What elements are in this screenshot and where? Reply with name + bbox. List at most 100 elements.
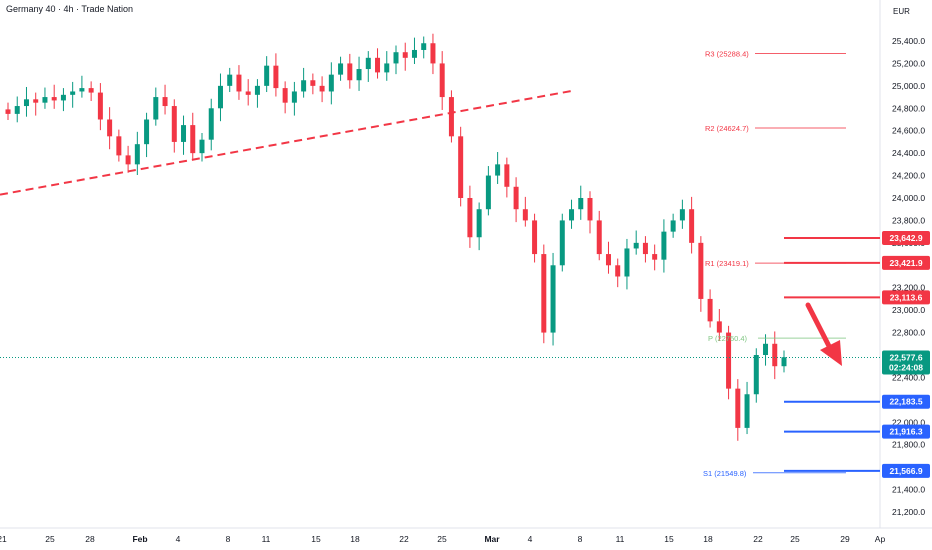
candle-body: [23, 99, 29, 107]
candle-body: [264, 65, 270, 86]
x-tick-label: 18: [703, 534, 713, 544]
x-tick-label: 25: [790, 534, 800, 544]
resistance-tag: [882, 255, 930, 270]
candle-body: [532, 220, 538, 255]
chart-title: Germany 40 · 4h · Trade Nation: [6, 4, 134, 14]
y-tick-label: 24,200.0: [892, 171, 925, 181]
candle-body: [763, 343, 769, 355]
y-tick-label: 22,400.0: [892, 372, 925, 382]
candle-body: [439, 63, 445, 98]
candle-body: [402, 52, 408, 58]
candle-body: [208, 108, 214, 140]
candle-body: [217, 85, 223, 109]
candle-body: [513, 186, 519, 210]
candle-body: [51, 97, 57, 101]
currency-label[interactable]: EUR: [893, 7, 910, 16]
candle-body: [559, 220, 565, 266]
y-tick-label: 24,800.0: [892, 103, 925, 113]
candle-body: [411, 49, 417, 58]
candle-body: [5, 109, 11, 114]
candle-body: [522, 209, 528, 221]
candle-body: [14, 106, 20, 114]
y-tick-label: 22,800.0: [892, 328, 925, 338]
candle-body: [430, 43, 436, 64]
support-tag: [882, 424, 930, 439]
y-tick-label: 24,600.0: [892, 126, 925, 136]
candle-body: [375, 57, 381, 73]
candle-body: [384, 63, 390, 73]
resistance-tag-label: 23,642.9: [889, 233, 922, 243]
candle-body: [495, 164, 501, 176]
candle-body: [365, 57, 371, 70]
x-tick-label: 15: [664, 534, 674, 544]
candle-body: [116, 136, 122, 156]
candle-body: [301, 80, 307, 92]
x-tick-label: 8: [578, 534, 583, 544]
candle-body: [550, 265, 556, 333]
y-tick-label: 25,400.0: [892, 36, 925, 46]
candle-body: [716, 321, 722, 333]
candle-body: [171, 106, 177, 142]
x-tick-label: 4: [528, 534, 533, 544]
candle-body: [42, 97, 48, 103]
pivot-label: R2 (24624.7): [705, 124, 749, 133]
candle-body: [190, 125, 196, 154]
resistance-tag: [882, 290, 930, 305]
candle-body: [624, 248, 630, 277]
candle-body: [254, 85, 260, 95]
candle-body: [772, 343, 778, 367]
candle-body: [652, 254, 658, 260]
resistance-tag-label: 23,421.9: [889, 258, 922, 268]
candle-body: [642, 242, 648, 255]
y-tick-label: 24,400.0: [892, 148, 925, 158]
pivot-label: P (22750.4): [708, 334, 748, 343]
candle-body: [569, 209, 575, 221]
candle-body: [273, 65, 279, 89]
y-tick-label: 23,800.0: [892, 215, 925, 225]
x-tick-label: 18: [350, 534, 360, 544]
candle-body: [79, 88, 85, 92]
candle-body: [679, 209, 685, 221]
pivot-label: R3 (25288.4): [705, 50, 749, 59]
candle-body: [347, 63, 353, 81]
candle-body: [476, 209, 482, 238]
candle-body: [689, 209, 695, 243]
candle-body: [781, 357, 787, 367]
candle-body: [485, 175, 491, 210]
candle-body: [153, 97, 159, 120]
candle-body: [310, 80, 316, 86]
candle-body: [144, 119, 150, 145]
candle-body: [162, 97, 168, 107]
x-tick-label: 4: [176, 534, 181, 544]
y-tick-label: 22,000.0: [892, 417, 925, 427]
candle-body: [578, 198, 584, 210]
x-tick-label: 25: [45, 534, 55, 544]
candle-body: [328, 74, 334, 92]
candle-body: [735, 388, 741, 428]
pivot-label: S1 (21549.8): [703, 469, 747, 478]
candle-body: [726, 332, 732, 389]
candle-body: [448, 97, 454, 137]
x-tick-label: 29: [840, 534, 850, 544]
candle-body: [541, 254, 547, 333]
candle-body: [356, 69, 362, 81]
resistance-tag-label: 23,113.6: [890, 292, 923, 302]
candle-body: [125, 155, 131, 165]
candle-body: [753, 355, 759, 395]
candle-body: [421, 43, 427, 50]
candle-body: [199, 139, 205, 154]
x-tick-label: 11: [616, 534, 625, 544]
candle-body: [707, 298, 713, 322]
current-price-label: 22,577.6: [889, 353, 922, 363]
x-tick-label: 15: [311, 534, 321, 544]
y-tick-label: 21,400.0: [892, 485, 925, 495]
support-tag: [882, 463, 930, 478]
y-tick-label: 25,000.0: [892, 81, 925, 91]
candle-body: [633, 242, 639, 249]
candle-body: [181, 125, 187, 142]
y-tick-label: 23,200.0: [892, 283, 925, 293]
rising-trendline: [0, 89, 576, 196]
x-tick-label: 28: [85, 534, 95, 544]
x-tick-label: 22: [753, 534, 763, 544]
